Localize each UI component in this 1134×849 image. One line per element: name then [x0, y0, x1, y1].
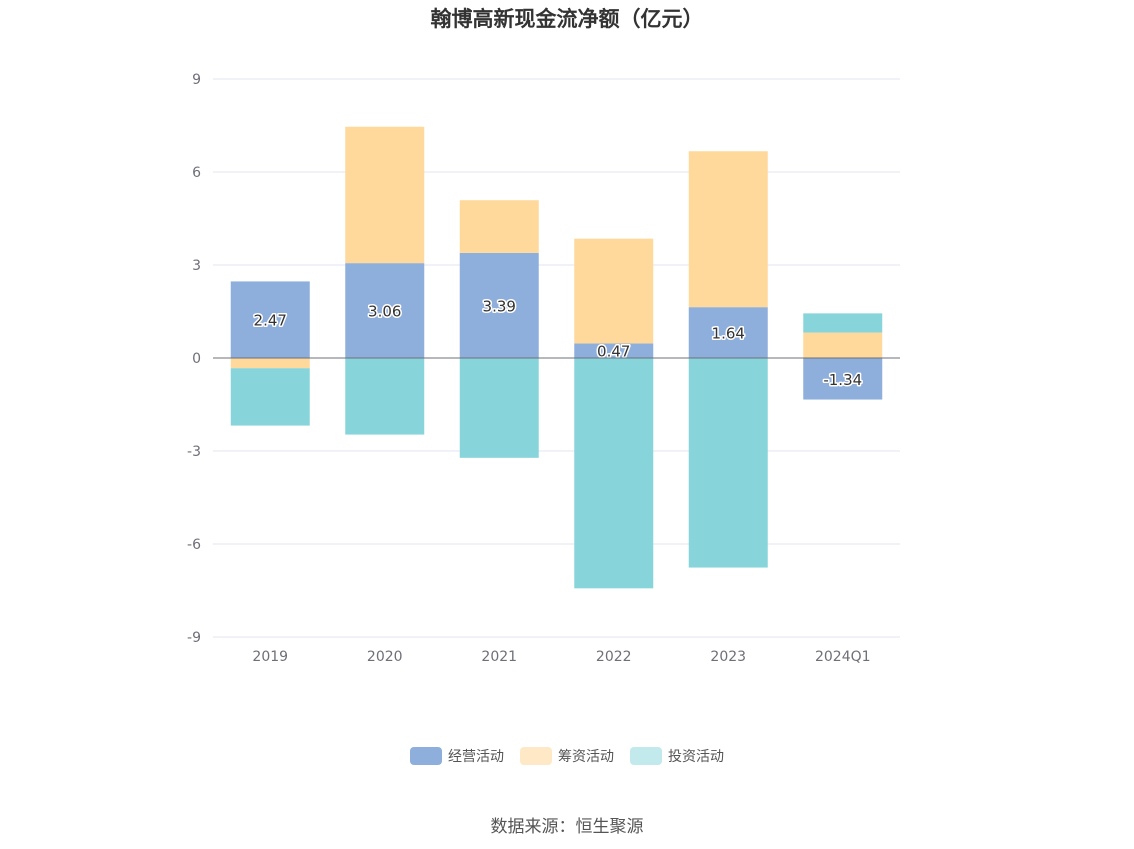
y-tick-label: 6 — [192, 165, 201, 181]
y-tick-label: -6 — [187, 537, 201, 553]
x-tick-label: 2022 — [596, 649, 632, 665]
bar-investing[interactable] — [688, 358, 768, 568]
x-tick-label: 2019 — [252, 649, 288, 665]
legend-swatch-operating — [410, 747, 442, 765]
bar-financing[interactable] — [345, 126, 425, 264]
legend-item-operating[interactable]: 经营活动 — [410, 746, 504, 766]
data-label: 0.47 — [597, 343, 630, 361]
legend: 经营活动 筹资活动 投资活动 — [0, 746, 1134, 766]
legend-swatch-financing — [520, 747, 552, 765]
bar-financing[interactable] — [574, 238, 654, 344]
chart-title: 翰博高新现金流净额（亿元） — [430, 7, 704, 31]
bar-operating[interactable] — [459, 252, 539, 358]
x-tick-label: 2024Q1 — [815, 649, 871, 665]
bar-investing[interactable] — [345, 358, 425, 435]
data-label: 1.64 — [712, 325, 745, 343]
y-tick-label: 3 — [192, 258, 201, 274]
legend-label-financing: 筹资活动 — [558, 749, 614, 765]
source-note: 数据来源：恒生聚源 — [490, 817, 644, 837]
bar-operating[interactable] — [230, 281, 310, 358]
x-tick-label: 2021 — [481, 649, 517, 665]
axis-layer: 9 6 3 0 -3 -6 -9 2019 2020 2021 2022 2023 2024Q1 — [187, 72, 900, 665]
legend-item-financing[interactable]: 筹资活动 — [520, 746, 614, 766]
plot-area: 2.47 3.06 3.39 0.47 1.64 -1.34 9 6 3 0 -3 -6 -9 2019… — [187, 72, 900, 665]
bar-investing[interactable] — [230, 368, 310, 426]
y-tick-label: -3 — [187, 444, 201, 460]
label-layer: 2.47 3.06 3.39 0.47 1.64 -1.34 — [252, 296, 864, 390]
y-tick-label: 0 — [192, 351, 201, 367]
legend-swatch-investing — [630, 747, 662, 765]
y-tick-label: -9 — [187, 630, 201, 646]
legend-label-investing: 投资活动 — [668, 749, 724, 765]
bar-investing[interactable] — [803, 313, 883, 333]
bar-financing[interactable] — [688, 151, 768, 308]
bar-operating[interactable] — [345, 263, 425, 358]
legend-item-investing[interactable]: 投资活动 — [630, 746, 724, 766]
bar-investing[interactable] — [459, 358, 539, 458]
x-tick-label: 2023 — [710, 649, 746, 665]
legend-label-operating: 经营活动 — [448, 749, 504, 765]
bar-operating[interactable] — [574, 343, 654, 358]
bar-layer — [230, 126, 883, 589]
bar-operating[interactable] — [803, 358, 883, 400]
bar-financing[interactable] — [230, 358, 310, 369]
bar-financing[interactable] — [803, 332, 883, 358]
data-label: -1.34 — [823, 371, 862, 389]
data-label: 2.47 — [254, 312, 287, 330]
bar-operating[interactable] — [688, 307, 768, 358]
data-label: 3.39 — [483, 297, 516, 315]
bar-investing[interactable] — [574, 358, 654, 589]
bar-financing[interactable] — [459, 200, 539, 253]
x-tick-label: 2020 — [367, 649, 403, 665]
y-tick-label: 9 — [192, 72, 201, 88]
data-label: 3.06 — [368, 303, 401, 321]
